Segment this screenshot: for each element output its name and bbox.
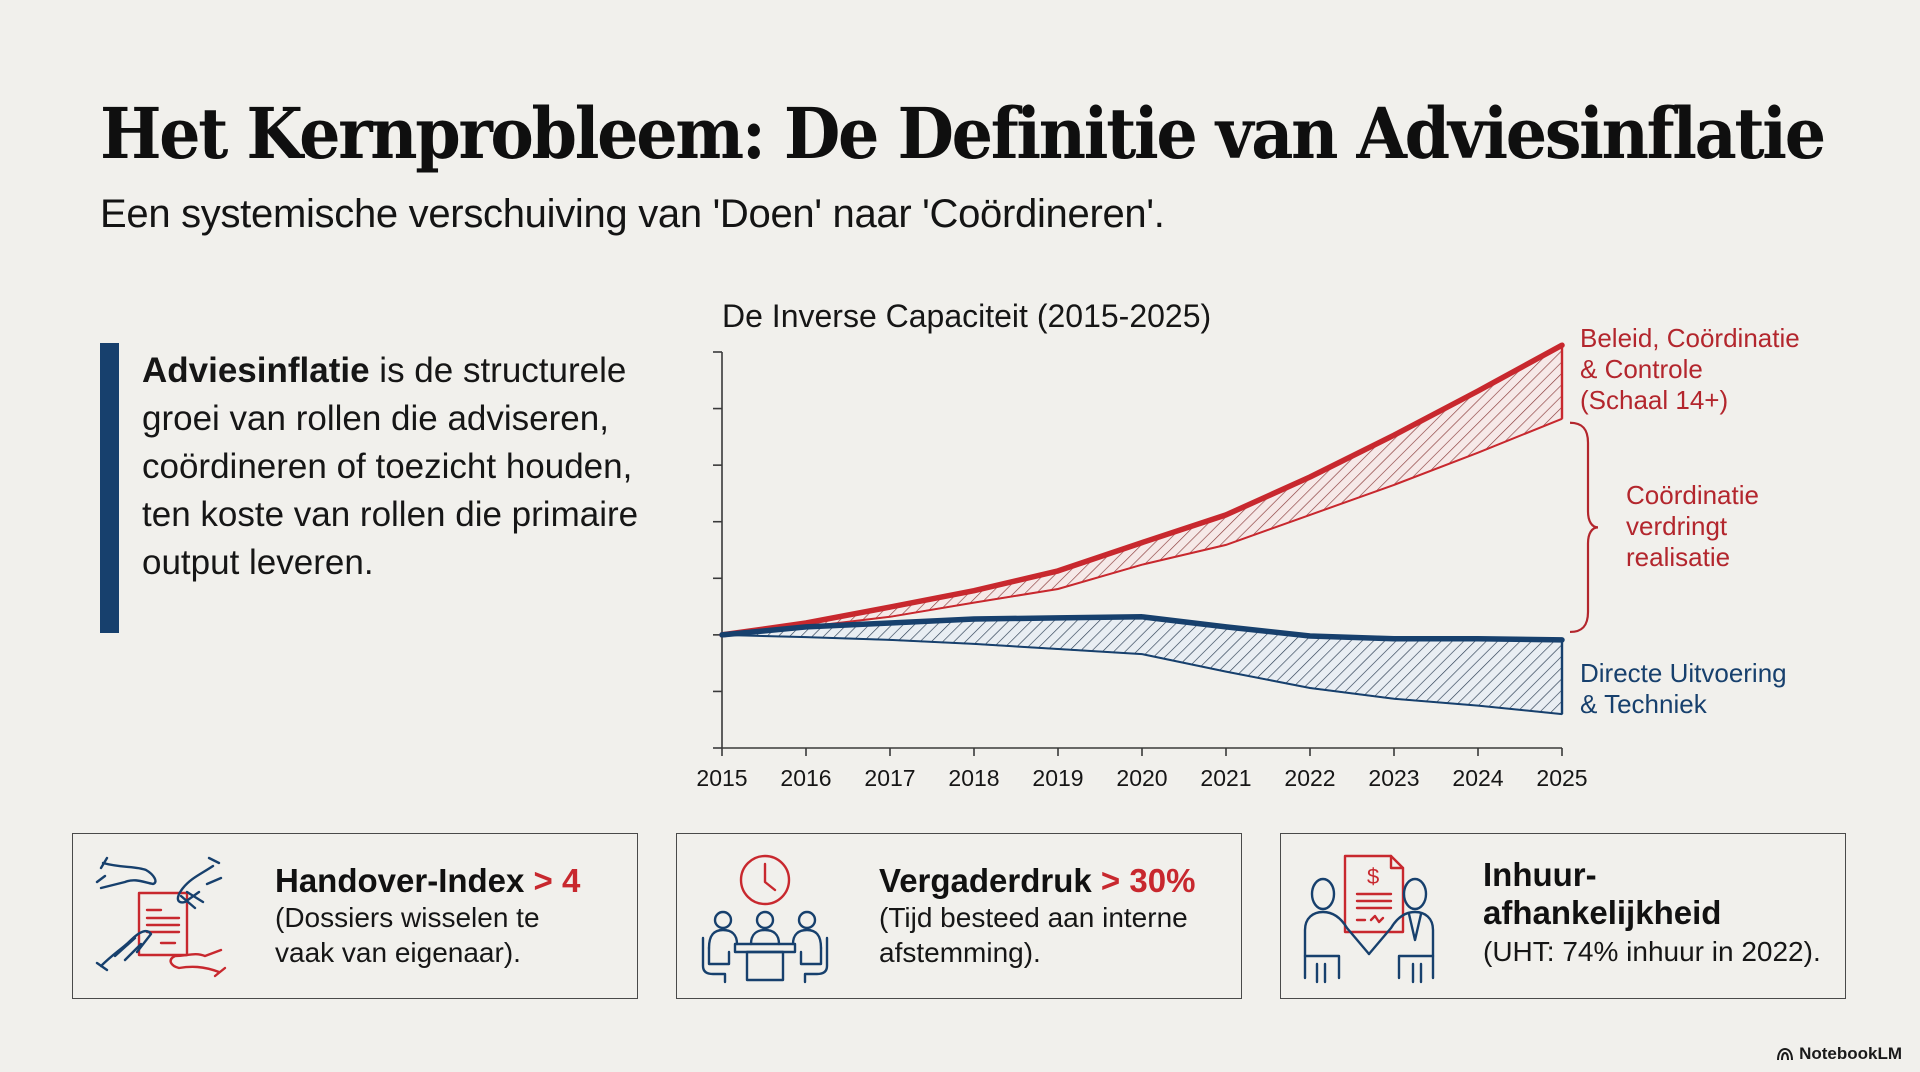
card-handover-label: Handover-Index	[275, 862, 525, 899]
label-beleid-line-2: & Controle	[1580, 354, 1703, 384]
card-inhuur-title-1: Inhuur-	[1483, 856, 1597, 893]
chart-areas	[719, 342, 1565, 716]
x-tick-label: 2018	[948, 765, 999, 791]
meeting-clock-icon	[701, 854, 829, 984]
chart-axes	[713, 351, 1563, 756]
definition-text: Adviesinflatie is de structurele groei v…	[142, 347, 662, 587]
card-inhuur-title: Inhuur- afhankelijkheid	[1483, 856, 1721, 932]
contract-handshake-icon: $	[1303, 854, 1435, 984]
page-subtitle: Een systemische verschuiving van 'Doen' …	[100, 192, 1165, 236]
card-inhuur-desc-1: (UHT: 74% inhuur in 2022).	[1483, 936, 1821, 967]
card-vergaderdruk-desc: (Tijd besteed aan interne afstemming).	[879, 900, 1188, 970]
definition-term: Adviesinflatie	[142, 351, 370, 390]
x-tick-label: 2025	[1536, 765, 1587, 791]
handover-hands-icon	[95, 856, 227, 978]
label-coord-line-1: Coördinatie	[1626, 480, 1759, 510]
card-inhuur-desc: (UHT: 74% inhuur in 2022).	[1483, 934, 1821, 969]
label-directe-line-2: & Techniek	[1580, 689, 1707, 719]
inverse-capacity-chart: 2015 2016 2017 2018 2019 2020 2021 2022 2023 2024…	[696, 342, 1599, 791]
label-coord-line-2: verdringt	[1626, 511, 1728, 541]
card-inhuur: $ Inhuur- af	[1280, 833, 1846, 999]
notebooklm-logo-icon	[1777, 1047, 1794, 1061]
card-inhuur-title-2: afhankelijkheid	[1483, 894, 1722, 931]
card-vergaderdruk-value: > 30%	[1091, 862, 1196, 899]
area-beleid	[721, 344, 1563, 636]
definition-accent-bar	[100, 343, 119, 633]
chart-title: De Inverse Capaciteit (2015-2025)	[722, 298, 1212, 334]
x-tick-label: 2021	[1200, 765, 1251, 791]
line-beleid-upper	[719, 342, 1565, 638]
area-uitvoering	[721, 616, 1563, 715]
card-handover-title: Handover-Index > 4	[275, 862, 580, 900]
x-tick-labels: 2015 2016 2017 2018 2019 2020 2021 2022 2023 2024…	[696, 765, 1587, 791]
card-vergaderdruk: Vergaderdruk > 30% (Tijd besteed aan int…	[676, 833, 1242, 999]
line-uitvoering-lower	[721, 633, 1563, 716]
label-beleid: Beleid, Coördinatie & Controle (Schaal 1…	[1580, 323, 1800, 416]
card-vergaderdruk-title: Vergaderdruk > 30%	[879, 862, 1195, 900]
label-beleid-line-3: (Schaal 14+)	[1580, 385, 1729, 415]
x-tick-label: 2023	[1368, 765, 1419, 791]
label-coordinatie-verdringt: Coördinatie verdringt realisatie	[1626, 480, 1759, 573]
footer-brand: NotebookLM	[1776, 1044, 1902, 1064]
definition-body: is de structurele groei van rollen die a…	[142, 351, 639, 582]
card-vergaderdruk-desc-2: afstemming).	[879, 937, 1041, 968]
footer-brand-label: NotebookLM	[1799, 1044, 1902, 1063]
label-directe-line-1: Directe Uitvoering	[1580, 658, 1787, 688]
x-tick-label: 2015	[696, 765, 747, 791]
x-tick-label: 2020	[1116, 765, 1167, 791]
x-tick-label: 2019	[1032, 765, 1083, 791]
x-tick-label: 2016	[780, 765, 831, 791]
card-vergaderdruk-label: Vergaderdruk	[879, 862, 1092, 899]
card-handover-index: Handover-Index > 4 (Dossiers wisselen te…	[72, 833, 638, 999]
card-handover-desc: (Dossiers wisselen te vaak van eigenaar)…	[275, 900, 540, 970]
line-beleid-lower	[721, 417, 1563, 636]
x-tick-label: 2022	[1284, 765, 1335, 791]
card-handover-desc-1: (Dossiers wisselen te	[275, 902, 540, 933]
page-title: Het Kernprobleem: De Definitie van Advie…	[100, 92, 1826, 175]
label-coord-line-3: realisatie	[1626, 542, 1731, 572]
x-tick-label: 2024	[1452, 765, 1503, 791]
line-uitvoering-upper	[719, 614, 1565, 643]
label-beleid-line-1: Beleid, Coördinatie	[1580, 323, 1800, 353]
card-vergaderdruk-desc-1: (Tijd besteed aan interne	[879, 902, 1188, 933]
brace-annotation	[1569, 421, 1599, 634]
card-handover-desc-2: vaak van eigenaar).	[275, 937, 521, 968]
svg-text:$: $	[1367, 864, 1379, 889]
label-directe-uitvoering: Directe Uitvoering & Techniek	[1580, 658, 1787, 720]
card-handover-value: > 4	[524, 862, 581, 899]
x-tick-label: 2017	[864, 765, 915, 791]
